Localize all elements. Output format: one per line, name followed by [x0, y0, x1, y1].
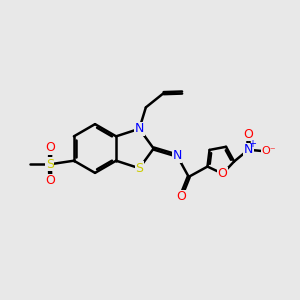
Text: O: O — [243, 128, 253, 141]
Text: +: + — [248, 139, 256, 149]
Text: O: O — [218, 167, 228, 180]
Text: N: N — [244, 143, 253, 156]
Text: N: N — [135, 122, 144, 135]
Text: O⁻: O⁻ — [262, 146, 277, 156]
Text: S: S — [46, 158, 54, 171]
Text: O: O — [46, 174, 55, 187]
Text: O: O — [176, 190, 186, 203]
Text: N: N — [172, 149, 182, 162]
Text: S: S — [135, 162, 143, 175]
Text: O: O — [46, 142, 55, 154]
